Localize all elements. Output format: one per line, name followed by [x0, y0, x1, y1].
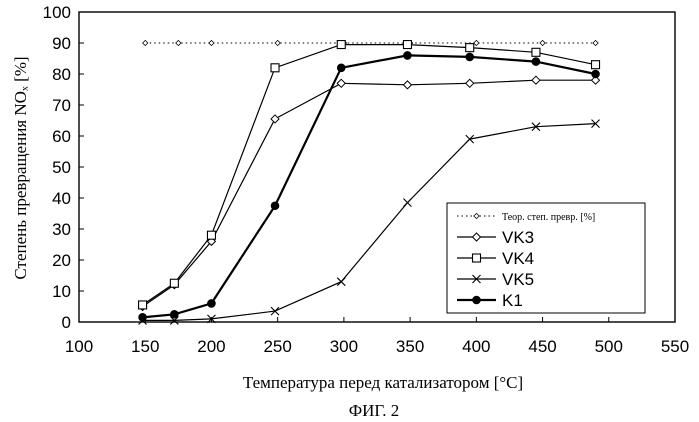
x-tick-label: 450 [528, 337, 556, 356]
series-vk3-point [403, 81, 411, 89]
series-vk3-point [337, 79, 345, 87]
x-tick-label: 550 [661, 337, 689, 356]
x-axis-title: Температура перед катализатором [°C] [243, 373, 523, 392]
series-k1-point [404, 52, 412, 60]
series-theoretical-point [593, 40, 598, 45]
y-tick-label: 70 [52, 96, 71, 115]
y-axis-title: Степень превращения NOₓ [%] [11, 56, 30, 279]
series-theoretical-point [209, 40, 214, 45]
series-vk4-point [207, 231, 215, 239]
series-k1-point [171, 310, 179, 318]
y-axis-ticks: 0 10 20 30 40 50 60 70 80 90 100 [43, 3, 84, 332]
x-tick-label: 150 [131, 337, 159, 356]
series-theoretical-point [474, 40, 479, 45]
y-tick-label: 0 [62, 313, 71, 332]
x-tick-label: 200 [197, 337, 225, 356]
legend-vk4-point [473, 254, 481, 262]
x-tick-label: 250 [263, 337, 291, 356]
y-tick-label: 80 [52, 65, 71, 84]
x-tick-label: 300 [330, 337, 358, 356]
series-vk5-point [337, 278, 345, 286]
legend-k1-point [473, 296, 481, 304]
y-tick-label: 10 [52, 282, 71, 301]
series-vk3-point [532, 76, 540, 84]
series-k1-point [337, 64, 345, 72]
series-vk3-point [466, 79, 474, 87]
y-tick-label: 20 [52, 251, 71, 270]
series-vk5-point [403, 199, 411, 207]
series-vk4-point [592, 61, 600, 69]
series-vk4-point [170, 279, 178, 287]
legend-label: K1 [502, 291, 523, 310]
y-tick-label: 90 [52, 34, 71, 53]
x-axis-ticks: 100 150 200 250 300 350 400 450 500 550 [65, 317, 689, 356]
series-k1-point [271, 202, 279, 210]
legend-label: Теор. степ. превр. [%] [502, 212, 595, 223]
series-theoretical-point [176, 40, 181, 45]
series-theoretical-point [540, 40, 545, 45]
figure-caption: ФИГ. 2 [349, 401, 400, 420]
series-k1-point [208, 300, 216, 308]
series-k1-point [532, 58, 540, 66]
x-tick-label: 500 [595, 337, 623, 356]
legend-label: VK3 [502, 228, 534, 247]
series-vk4-point [403, 41, 411, 49]
series-vk3-point [271, 115, 279, 123]
y-tick-label: 30 [52, 220, 71, 239]
y-tick-label: 40 [52, 189, 71, 208]
legend-label: VK4 [502, 249, 534, 268]
y-tick-label: 50 [52, 158, 71, 177]
series-theoretical-point [143, 40, 148, 45]
series-vk4-point [271, 64, 279, 72]
series-vk4-point [532, 48, 540, 56]
series-k1-point [139, 314, 147, 322]
y-tick-label: 100 [43, 3, 71, 22]
x-tick-label: 400 [462, 337, 490, 356]
series-k1-point [466, 53, 474, 61]
y-tick-label: 60 [52, 127, 71, 146]
x-tick-label: 350 [396, 337, 424, 356]
series-k1-point [592, 70, 600, 78]
legend-label: VK5 [502, 270, 534, 289]
series-vk4-point [337, 41, 345, 49]
series-theoretical-point [275, 40, 280, 45]
legend: Теор. степ. превр. [%] VK3 VK4 VK5 K1 [447, 203, 645, 313]
x-tick-label: 100 [65, 337, 93, 356]
series-vk4-point [466, 44, 474, 52]
series-vk4-point [139, 301, 147, 309]
